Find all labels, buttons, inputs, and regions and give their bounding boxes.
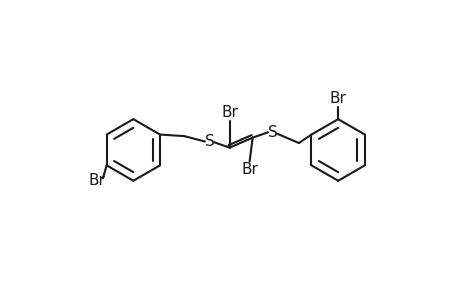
Text: Br: Br [221,105,237,120]
Text: Br: Br [88,173,105,188]
Text: Br: Br [329,91,346,106]
Text: Br: Br [241,163,257,178]
Text: S: S [267,125,277,140]
Text: S: S [204,134,214,149]
